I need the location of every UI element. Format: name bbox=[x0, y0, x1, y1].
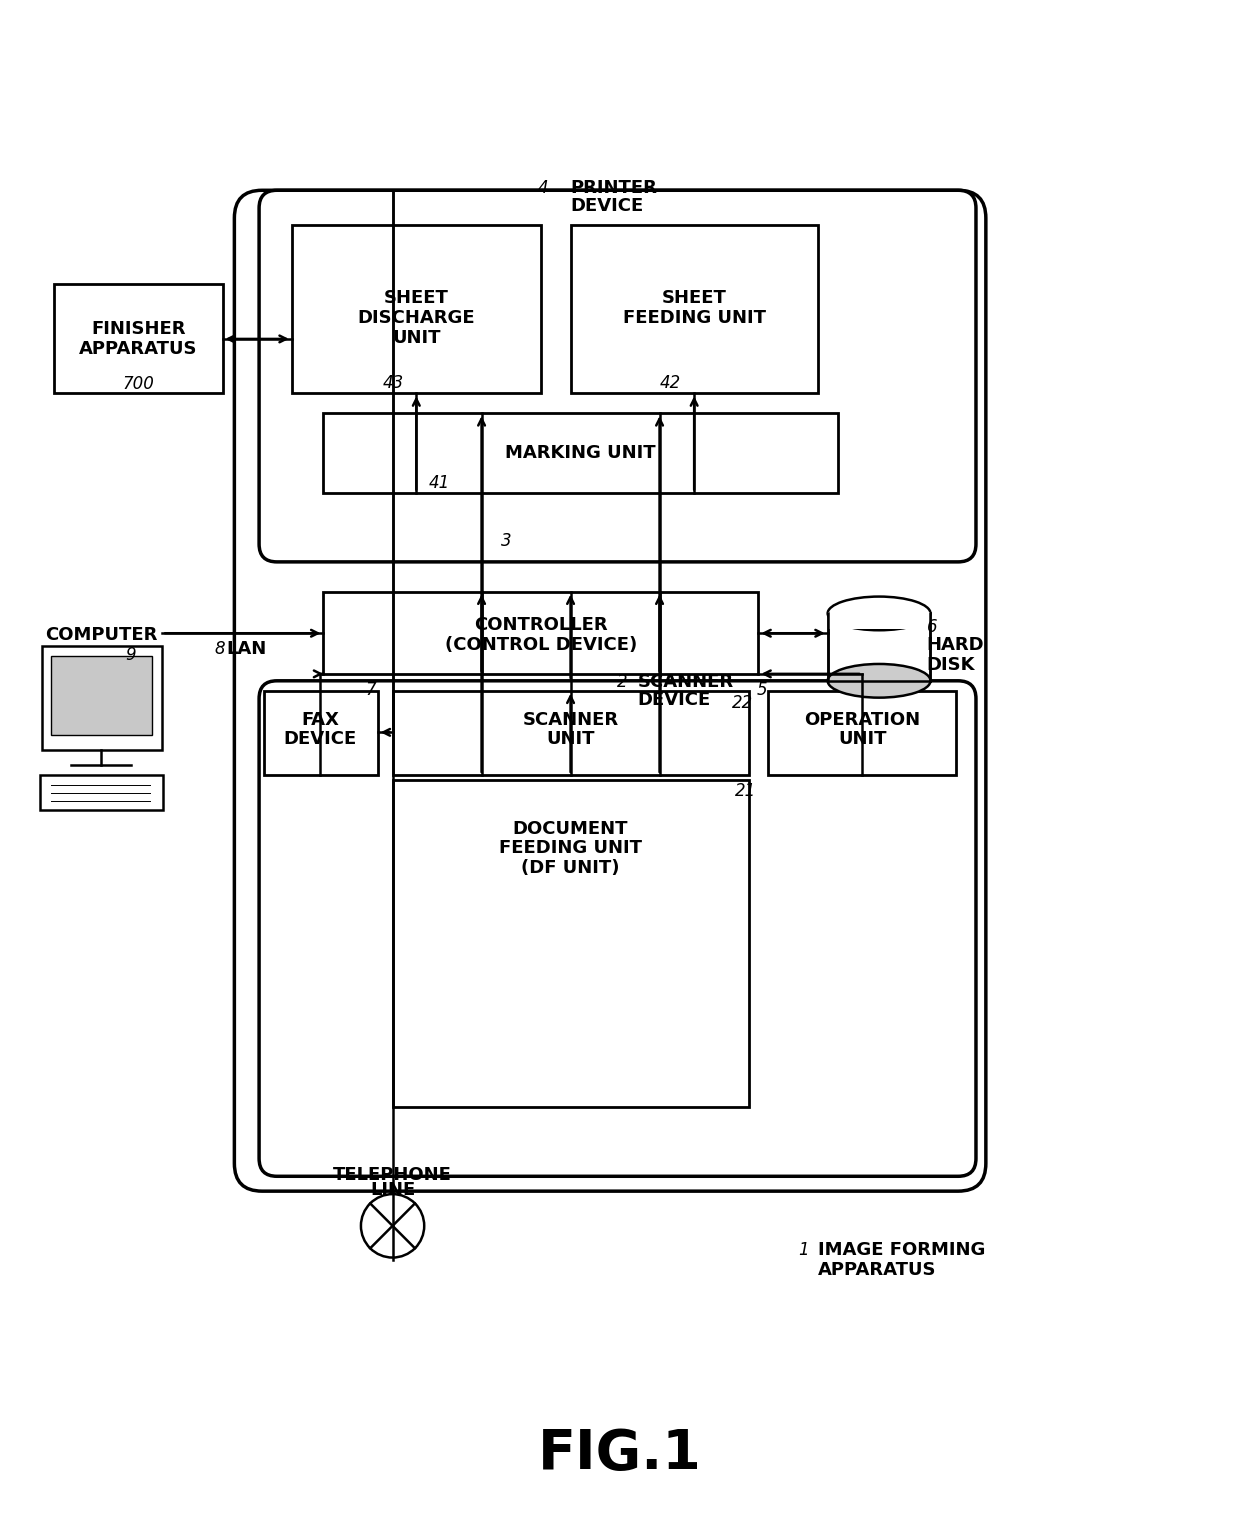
FancyBboxPatch shape bbox=[570, 225, 817, 394]
Text: FAX: FAX bbox=[301, 711, 340, 729]
Text: SHEET: SHEET bbox=[384, 289, 449, 308]
Text: FINISHER: FINISHER bbox=[92, 320, 186, 338]
Text: PRINTER: PRINTER bbox=[570, 180, 657, 197]
Ellipse shape bbox=[827, 597, 930, 631]
Text: APPARATUS: APPARATUS bbox=[817, 1261, 936, 1278]
Text: COMPUTER: COMPUTER bbox=[45, 626, 157, 644]
FancyBboxPatch shape bbox=[769, 691, 956, 775]
FancyBboxPatch shape bbox=[393, 691, 749, 775]
Text: HARD: HARD bbox=[926, 637, 985, 654]
FancyBboxPatch shape bbox=[324, 592, 759, 674]
FancyBboxPatch shape bbox=[324, 414, 837, 492]
Text: DEVICE: DEVICE bbox=[284, 731, 357, 749]
Text: 41: 41 bbox=[429, 474, 450, 492]
Text: CONTROLLER: CONTROLLER bbox=[474, 617, 608, 634]
FancyBboxPatch shape bbox=[827, 614, 930, 681]
Text: DOCUMENT: DOCUMENT bbox=[513, 820, 629, 838]
Text: FEEDING UNIT: FEEDING UNIT bbox=[498, 840, 642, 857]
Text: UNIT: UNIT bbox=[838, 731, 887, 749]
Text: UNIT: UNIT bbox=[392, 329, 440, 348]
Text: SCANNER: SCANNER bbox=[637, 674, 734, 691]
Text: MARKING UNIT: MARKING UNIT bbox=[505, 444, 656, 461]
Text: IMAGE FORMING: IMAGE FORMING bbox=[817, 1241, 985, 1258]
Text: 8: 8 bbox=[215, 640, 226, 658]
Text: 6: 6 bbox=[926, 618, 937, 637]
Text: 21: 21 bbox=[735, 781, 756, 800]
Ellipse shape bbox=[827, 664, 930, 698]
Text: DISK: DISK bbox=[926, 657, 975, 674]
Text: APPARATUS: APPARATUS bbox=[79, 340, 197, 358]
FancyBboxPatch shape bbox=[259, 191, 976, 561]
Text: 22: 22 bbox=[732, 694, 753, 712]
Text: UNIT: UNIT bbox=[547, 731, 595, 749]
Text: 9: 9 bbox=[125, 646, 136, 664]
Text: OPERATION: OPERATION bbox=[805, 711, 920, 729]
Text: DISCHARGE: DISCHARGE bbox=[357, 309, 475, 328]
Text: 5: 5 bbox=[756, 681, 768, 698]
Text: FIG.1: FIG.1 bbox=[538, 1427, 702, 1481]
Text: (CONTROL DEVICE): (CONTROL DEVICE) bbox=[445, 637, 637, 654]
FancyBboxPatch shape bbox=[264, 691, 378, 775]
FancyBboxPatch shape bbox=[393, 780, 749, 1107]
Text: LAN: LAN bbox=[227, 640, 267, 658]
Text: DEVICE: DEVICE bbox=[637, 691, 711, 709]
Text: 700: 700 bbox=[123, 375, 155, 394]
Text: FEEDING UNIT: FEEDING UNIT bbox=[622, 309, 765, 328]
Text: TELEPHONE: TELEPHONE bbox=[334, 1166, 453, 1184]
FancyBboxPatch shape bbox=[827, 612, 930, 629]
Text: 1: 1 bbox=[799, 1241, 808, 1258]
Text: SCANNER: SCANNER bbox=[522, 711, 619, 729]
FancyBboxPatch shape bbox=[291, 225, 541, 394]
Text: DEVICE: DEVICE bbox=[570, 197, 644, 215]
Text: LINE: LINE bbox=[370, 1181, 415, 1200]
FancyBboxPatch shape bbox=[40, 775, 164, 809]
FancyBboxPatch shape bbox=[55, 285, 222, 394]
FancyBboxPatch shape bbox=[42, 646, 162, 751]
FancyBboxPatch shape bbox=[51, 657, 153, 735]
Text: (DF UNIT): (DF UNIT) bbox=[521, 860, 620, 877]
FancyBboxPatch shape bbox=[259, 681, 976, 1177]
Text: 42: 42 bbox=[660, 374, 681, 392]
Text: 4: 4 bbox=[538, 180, 549, 197]
Text: 7: 7 bbox=[366, 681, 377, 698]
Text: SHEET: SHEET bbox=[662, 289, 727, 308]
FancyBboxPatch shape bbox=[234, 191, 986, 1190]
Text: 2: 2 bbox=[618, 674, 627, 691]
Text: 43: 43 bbox=[383, 374, 404, 392]
Text: 3: 3 bbox=[501, 532, 512, 551]
